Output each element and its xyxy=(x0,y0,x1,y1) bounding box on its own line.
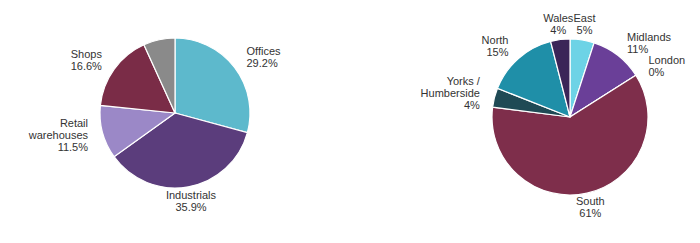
labels: East5% Midlands11%London0% South61% Yorks /… xyxy=(418,12,686,219)
labels: Offices29.2% Industrials35.9% Retail wareh… xyxy=(26,45,281,212)
pie xyxy=(492,39,648,195)
value-label: 15% xyxy=(486,46,508,58)
category-label: Yorks / Humberside xyxy=(418,75,481,99)
value-label: 5% xyxy=(577,24,593,36)
category-label: Offices xyxy=(247,45,282,57)
slice xyxy=(100,105,175,156)
category-label: East xyxy=(573,12,595,24)
category-label: Wales xyxy=(543,12,574,24)
category-label: Industrials xyxy=(166,189,217,201)
category-label: North xyxy=(482,34,509,46)
value-label: 11.5% xyxy=(58,141,89,153)
category-label: Midlands xyxy=(627,31,672,43)
category-label: Shops xyxy=(71,48,103,60)
value-label: 16.6% xyxy=(71,60,102,72)
value-label: 35.9% xyxy=(175,201,206,213)
value-label: 4% xyxy=(464,99,480,111)
value-label: 0% xyxy=(649,66,665,78)
category-label: London xyxy=(649,54,686,66)
category-label: South xyxy=(576,195,605,207)
value-label: 61% xyxy=(579,207,601,219)
pie xyxy=(100,38,250,188)
category-label: Retail warehouses xyxy=(26,117,89,141)
value-label: 4% xyxy=(550,24,566,36)
chart-area: Offices29.2% Industrials35.9% Retail wareh… xyxy=(0,0,700,243)
value-label: 11% xyxy=(627,43,648,55)
slice xyxy=(551,39,570,117)
slice xyxy=(144,38,175,113)
value-label: 29.2% xyxy=(247,57,278,69)
